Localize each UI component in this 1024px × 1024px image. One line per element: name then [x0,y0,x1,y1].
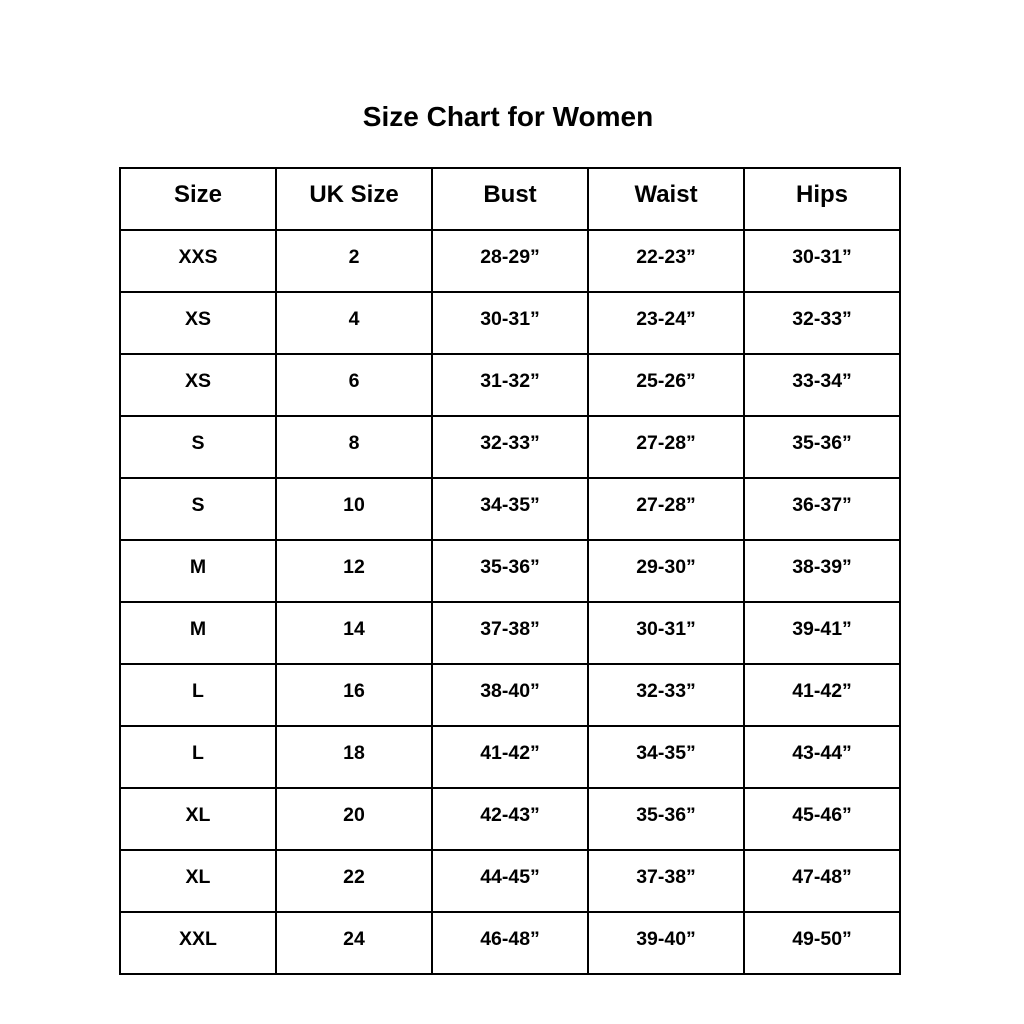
table-row: XXS 2 28-29” 22-23” 30-31” [119,229,901,293]
cell-uk-size: 24 [275,911,433,975]
header-size: Size [119,167,277,231]
cell-hips: 39-41” [743,601,901,665]
cell-bust: 37-38” [431,601,589,665]
cell-waist: 22-23” [587,229,745,293]
cell-uk-size: 18 [275,725,433,789]
table-row: XXL 24 46-48” 39-40” 49-50” [119,911,901,975]
cell-hips: 47-48” [743,849,901,913]
cell-uk-size: 4 [275,291,433,355]
cell-hips: 41-42” [743,663,901,727]
cell-size: XL [119,787,277,851]
cell-hips: 49-50” [743,911,901,975]
cell-bust: 31-32” [431,353,589,417]
cell-hips: 30-31” [743,229,901,293]
cell-hips: 38-39” [743,539,901,603]
table-row: L 16 38-40” 32-33” 41-42” [119,663,901,727]
cell-bust: 34-35” [431,477,589,541]
cell-waist: 34-35” [587,725,745,789]
cell-hips: 36-37” [743,477,901,541]
cell-waist: 27-28” [587,415,745,479]
cell-uk-size: 16 [275,663,433,727]
cell-size: XXS [119,229,277,293]
table-row: L 18 41-42” 34-35” 43-44” [119,725,901,789]
cell-size: S [119,415,277,479]
table-row: XS 4 30-31” 23-24” 32-33” [119,291,901,355]
cell-uk-size: 12 [275,539,433,603]
cell-waist: 27-28” [587,477,745,541]
cell-size: S [119,477,277,541]
cell-waist: 35-36” [587,787,745,851]
cell-bust: 35-36” [431,539,589,603]
cell-uk-size: 2 [275,229,433,293]
table-row: S 10 34-35” 27-28” 36-37” [119,477,901,541]
cell-size: L [119,725,277,789]
cell-hips: 45-46” [743,787,901,851]
header-waist: Waist [587,167,745,231]
cell-waist: 30-31” [587,601,745,665]
cell-size: XXL [119,911,277,975]
cell-uk-size: 20 [275,787,433,851]
cell-uk-size: 22 [275,849,433,913]
cell-size: XL [119,849,277,913]
cell-waist: 29-30” [587,539,745,603]
cell-hips: 43-44” [743,725,901,789]
cell-uk-size: 14 [275,601,433,665]
cell-hips: 35-36” [743,415,901,479]
table-row: XS 6 31-32” 25-26” 33-34” [119,353,901,417]
table-row: M 12 35-36” 29-30” 38-39” [119,539,901,603]
cell-waist: 25-26” [587,353,745,417]
table-row: S 8 32-33” 27-28” 35-36” [119,415,901,479]
cell-bust: 46-48” [431,911,589,975]
page-title: Size Chart for Women [362,101,654,132]
header-hips: Hips [743,167,901,231]
cell-bust: 28-29” [431,229,589,293]
cell-waist: 32-33” [587,663,745,727]
cell-bust: 32-33” [431,415,589,479]
cell-waist: 39-40” [587,911,745,975]
table-header-row: Size UK Size Bust Waist Hips [119,167,901,231]
table-row: XL 22 44-45” 37-38” 47-48” [119,849,901,913]
table-row: M 14 37-38” 30-31” 39-41” [119,601,901,665]
cell-waist: 37-38” [587,849,745,913]
cell-bust: 42-43” [431,787,589,851]
cell-size: XS [119,353,277,417]
cell-bust: 44-45” [431,849,589,913]
header-uk-size: UK Size [275,167,433,231]
cell-hips: 32-33” [743,291,901,355]
cell-bust: 38-40” [431,663,589,727]
cell-uk-size: 8 [275,415,433,479]
cell-uk-size: 10 [275,477,433,541]
cell-size: M [119,539,277,603]
size-chart-table: Size UK Size Bust Waist Hips XXS 2 28-29” 2… [119,167,901,975]
header-bust: Bust [431,167,589,231]
cell-uk-size: 6 [275,353,433,417]
table-row: XL 20 42-43” 35-36” 45-46” [119,787,901,851]
cell-size: M [119,601,277,665]
cell-bust: 41-42” [431,725,589,789]
cell-hips: 33-34” [743,353,901,417]
cell-size: XS [119,291,277,355]
cell-size: L [119,663,277,727]
cell-bust: 30-31” [431,291,589,355]
cell-waist: 23-24” [587,291,745,355]
